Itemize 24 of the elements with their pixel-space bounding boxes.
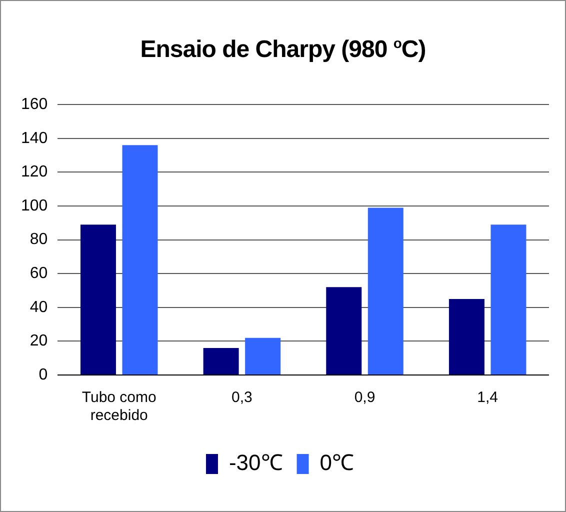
y-tick-label: 80 xyxy=(30,231,48,248)
y-tick-label: 40 xyxy=(30,298,48,316)
y-tick-label: 120 xyxy=(20,164,48,181)
legend-label: -30℃ xyxy=(228,450,283,476)
bar xyxy=(203,348,239,374)
chart-title: Ensaio de Charpy (980 $^{o}$C) xyxy=(139,35,427,64)
bar xyxy=(245,338,281,374)
y-tick-label: 160 xyxy=(20,96,48,114)
bar xyxy=(490,224,526,374)
y-tick-label: 20 xyxy=(30,332,48,350)
y-tick-label: 140 xyxy=(20,130,48,147)
legend-label: 0℃ xyxy=(320,450,354,476)
bar xyxy=(448,298,484,374)
x-tick-label: 0,9 xyxy=(354,389,376,406)
x-tick-label: Tubo como recebido xyxy=(82,389,156,424)
x-tick-label: 0,3 xyxy=(232,389,252,406)
y-tick-label: 100 xyxy=(20,197,48,214)
bar xyxy=(368,208,404,374)
bar xyxy=(326,287,362,374)
y-tick-label: 60 xyxy=(30,265,48,282)
x-tick-label: 1,4 xyxy=(477,389,498,406)
bar xyxy=(122,145,158,374)
bar xyxy=(80,224,116,374)
y-tick-label: 0 xyxy=(38,366,48,384)
